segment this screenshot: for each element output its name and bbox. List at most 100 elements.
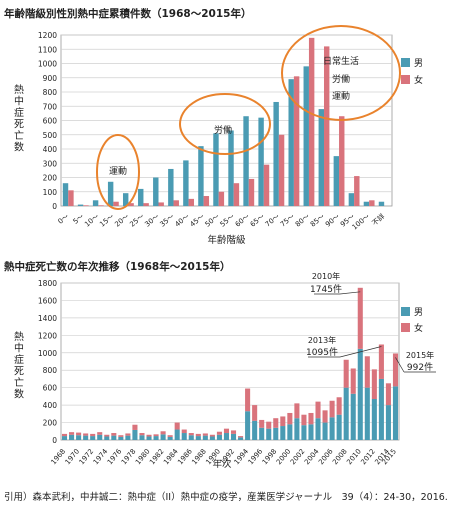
annotation-label: 日常生活 <box>323 55 359 67</box>
bar-female <box>230 430 237 434</box>
bar-male <box>90 436 96 440</box>
bar-male <box>213 133 219 206</box>
bar-male <box>223 433 230 440</box>
bar-female <box>238 436 244 438</box>
x-tick-label: 65〜 <box>249 212 266 228</box>
bar-female <box>209 434 215 437</box>
x-tick-label: 2000 <box>275 447 293 466</box>
bar-female <box>357 287 363 349</box>
bar-male <box>216 434 222 440</box>
bar-female <box>158 202 164 206</box>
y-tick-label: 900 <box>43 74 58 83</box>
x-tick-label: 30〜 <box>143 212 160 228</box>
bar-male <box>153 436 159 440</box>
x-tick-label: 1972 <box>78 447 96 466</box>
y-tick-label: 1000 <box>38 60 57 69</box>
x-tick-label: 70〜 <box>264 212 281 228</box>
y-tick-label: 700 <box>43 102 58 111</box>
bar-male <box>122 193 129 206</box>
citation: 引用）森本武利，中井誠二：熱中症（II）熱中症の疫学，産業医学ジャーナル 39（… <box>4 492 448 503</box>
bar-male <box>336 414 342 440</box>
bar-female <box>392 353 399 387</box>
x-tick-label: 1968 <box>50 447 68 466</box>
bar-female <box>266 421 272 429</box>
y-tick-label: 1200 <box>38 331 57 340</box>
bar-male <box>202 435 208 440</box>
x-tick-label: 85〜 <box>309 212 326 228</box>
x-tick-label: 40〜 <box>174 212 191 228</box>
plot-area <box>60 282 400 441</box>
bar-male <box>92 200 99 206</box>
bar-female <box>90 433 96 437</box>
bar-female <box>308 37 315 206</box>
bar-male <box>252 420 258 440</box>
bar-male <box>174 429 180 440</box>
bar-male <box>198 146 204 206</box>
bar-male <box>258 117 264 206</box>
bar-male <box>238 437 244 440</box>
y-tick-label: 0 <box>52 436 57 445</box>
chart1-title: 年齢階級別性別熱中症累積件数（1968〜2015年） <box>4 8 252 20</box>
bar-male <box>378 201 385 206</box>
y-tick-label: 200 <box>43 419 58 428</box>
bar-male <box>139 435 145 440</box>
bar-male <box>245 411 251 440</box>
bar-male <box>167 436 173 440</box>
bar-female <box>216 431 222 435</box>
x-tick-label: 0〜 <box>57 212 71 226</box>
bar-female <box>315 401 321 419</box>
bar-female <box>128 203 134 206</box>
bar-male <box>333 156 340 206</box>
bar-female <box>245 388 251 412</box>
annotation-year: 2010年 <box>312 271 340 281</box>
x-tick-label: 15〜 <box>98 212 115 228</box>
bar-male <box>125 435 131 440</box>
legend-label: 男 <box>414 307 423 318</box>
annotation-label: 運動 <box>109 166 127 177</box>
bar-female <box>68 190 74 206</box>
x-tick-label: 60〜 <box>234 212 251 228</box>
bar-male <box>288 79 294 206</box>
bar-female <box>294 403 300 419</box>
bar-female <box>293 76 300 206</box>
y-tick-label: 0 <box>52 202 57 211</box>
bar-male <box>294 418 300 440</box>
bar-female <box>223 428 230 434</box>
annotation-leader <box>339 291 361 295</box>
x-tick-label: 2006 <box>317 447 335 466</box>
bar-female <box>287 412 293 425</box>
bar-female <box>233 183 240 206</box>
bar-female <box>104 434 110 437</box>
legend-swatch <box>401 58 410 67</box>
bar-male <box>315 418 321 440</box>
bar-female <box>132 424 138 430</box>
bar-male <box>348 193 355 206</box>
legend-label: 男 <box>414 58 423 69</box>
bar-female <box>83 205 89 206</box>
x-axis-label: 年次 <box>212 458 232 470</box>
bar-male <box>118 436 124 440</box>
bar-male <box>107 181 114 206</box>
x-tick-label: 2008 <box>331 447 349 466</box>
y-tick-label: 400 <box>43 145 58 154</box>
y-axis-label: 熱中症死亡数 <box>14 330 24 401</box>
y-tick-label: 1400 <box>38 314 57 323</box>
bar-male <box>195 436 201 440</box>
bar-female <box>273 418 279 428</box>
x-tick-label: 75〜 <box>279 212 296 228</box>
bar-male <box>160 434 166 440</box>
bar-female <box>167 435 173 437</box>
y-tick-label: 1100 <box>38 45 57 54</box>
y-axis-label: 熱中症死亡数 <box>14 83 24 154</box>
bar-male <box>168 168 174 206</box>
bar-female <box>308 412 314 425</box>
bar-male <box>364 387 370 440</box>
y-tick-label: 100 <box>43 188 58 197</box>
bar-male <box>303 66 309 206</box>
legend-swatch <box>401 307 410 316</box>
bar-female <box>153 434 159 437</box>
bar-female <box>259 419 265 428</box>
bar-male <box>392 386 399 440</box>
bar-female <box>202 433 208 436</box>
bar-female <box>113 201 119 206</box>
